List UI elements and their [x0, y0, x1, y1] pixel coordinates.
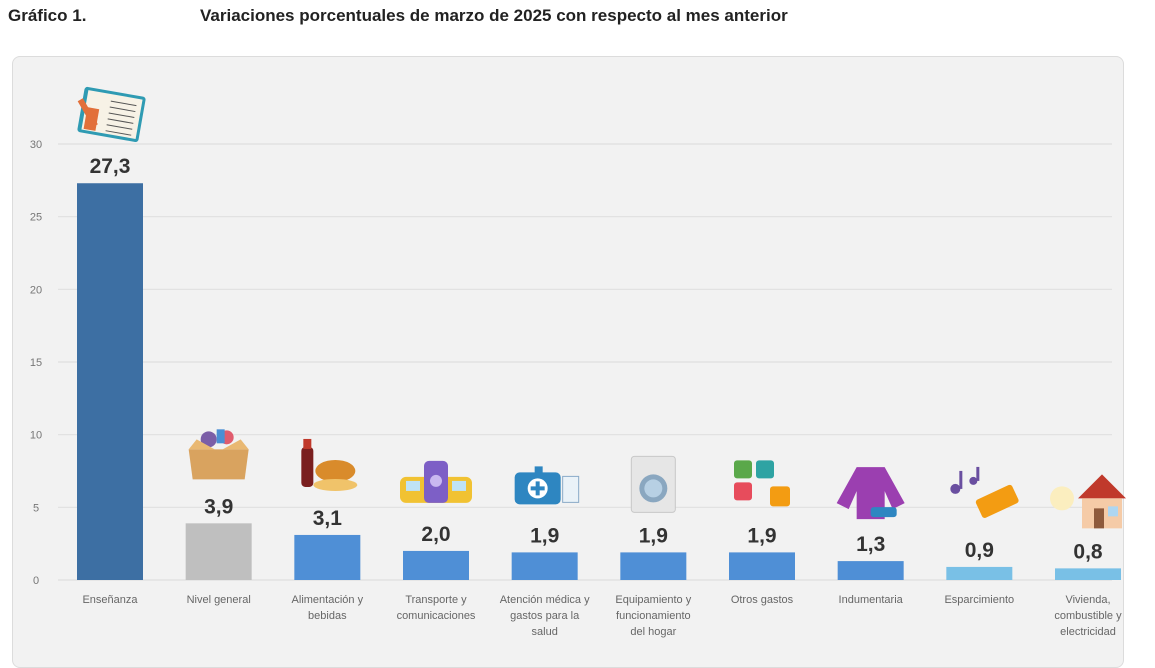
- x-tick-label: funcionamiento: [616, 610, 691, 622]
- bar-chart: 0 5 10 15 20 25 30 27,3 Enseñanza 3,9 Nivel genera…: [30, 86, 1126, 638]
- bar: [946, 566, 1013, 580]
- data-label: 1,3: [856, 533, 885, 556]
- bar: [837, 561, 904, 580]
- x-tick-label: gastos para la: [510, 610, 580, 622]
- data-label: 0,9: [965, 539, 994, 562]
- chart-title: Variaciones porcentuales de marzo de 202…: [200, 6, 788, 25]
- clothing-icon: [836, 467, 905, 520]
- x-tick-label: Otros gastos: [731, 594, 794, 606]
- phone-bus-icon: [400, 460, 472, 503]
- book-pencil-icon: [77, 86, 146, 143]
- puzzle-money-icon: [734, 460, 790, 507]
- figure-label: Gráfico 1.: [8, 6, 87, 25]
- y-tick-label: 25: [30, 212, 42, 224]
- house-bulb-icon: [1050, 474, 1126, 529]
- x-tick-label: combustible y: [1054, 610, 1122, 622]
- y-tick-label: 15: [30, 357, 42, 369]
- bar: [511, 552, 578, 580]
- data-label: 1,9: [639, 524, 668, 547]
- data-label: 27,3: [90, 155, 131, 178]
- data-label: 2,0: [421, 523, 450, 546]
- bar: [185, 523, 252, 580]
- y-tick-label: 5: [33, 502, 39, 514]
- x-tick-label: Esparcimiento: [944, 594, 1014, 606]
- bar: [403, 550, 469, 580]
- x-tick-label: Indumentaria: [839, 594, 904, 606]
- y-tick-label: 20: [30, 284, 42, 296]
- x-tick-label: electricidad: [1060, 626, 1116, 638]
- y-tick-label: 10: [30, 430, 42, 442]
- music-ticket-icon: [950, 466, 1019, 518]
- data-label: 3,9: [204, 495, 233, 518]
- washing-machine-icon: [630, 455, 676, 513]
- y-tick-label: 0: [33, 575, 39, 587]
- x-tick-label: Atención médica y: [500, 594, 590, 606]
- x-tick-label: bebidas: [308, 610, 347, 622]
- x-tick-label: Alimentación y: [292, 594, 364, 606]
- x-tick-label: Transporte y: [405, 594, 467, 606]
- x-tick-label: Nivel general: [187, 594, 251, 606]
- bar: [77, 183, 143, 581]
- x-tick-label: comunicaciones: [397, 610, 476, 622]
- y-tick-label: 30: [30, 139, 42, 151]
- data-label: 3,1: [313, 507, 343, 530]
- x-tick-label: Vivienda,: [1065, 594, 1110, 606]
- bar: [620, 552, 687, 580]
- medical-kit-icon: [514, 466, 580, 505]
- bar: [729, 552, 795, 580]
- data-label: 0,8: [1073, 540, 1103, 563]
- data-label: 1,9: [747, 524, 776, 547]
- x-tick-label: del hogar: [630, 626, 676, 638]
- x-tick-label: Enseñanza: [82, 594, 138, 606]
- grocery-box-icon: [188, 429, 249, 480]
- data-label: 1,9: [530, 524, 559, 547]
- bar: [294, 534, 361, 580]
- x-tick-label: Equipamiento y: [615, 594, 691, 606]
- food-drink-icon: [301, 438, 358, 491]
- x-tick-label: salud: [532, 626, 558, 638]
- bar: [1055, 568, 1121, 580]
